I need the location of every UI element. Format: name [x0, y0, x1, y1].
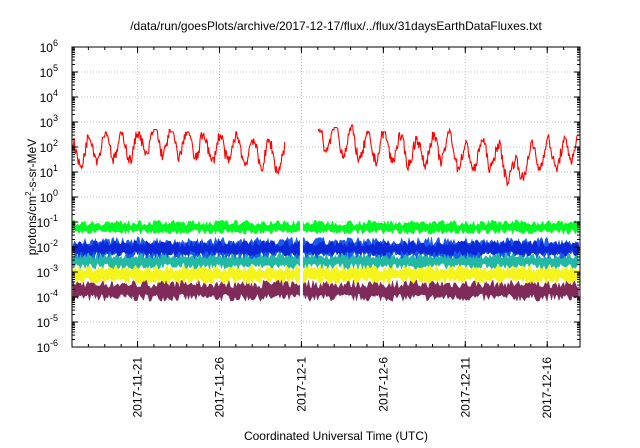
series-band-1: [72, 263, 579, 285]
grid-lines: [72, 47, 580, 347]
y-tick-exponent: 5: [53, 63, 58, 73]
series-band-4: [72, 219, 579, 236]
y-tick-exponent: 3: [53, 113, 58, 123]
series-band-0: [72, 278, 579, 303]
data-gap: [299, 219, 303, 305]
y-tick-base: 10: [37, 316, 51, 330]
x-tick-label: 2017-12-16: [540, 357, 554, 419]
y-tick-exponent: 2: [53, 138, 58, 148]
y-tick-exponent: 4: [53, 88, 58, 98]
y-tick-exponent: -3: [50, 263, 58, 273]
y-tick-base: 10: [40, 66, 54, 80]
y-tick-label: 10-6: [37, 338, 58, 355]
plot-frame: [71, 46, 581, 348]
y-tick-exponent: 0: [53, 188, 58, 198]
y-tick-base: 10: [40, 116, 54, 130]
x-tick-label: 2017-11-21: [131, 357, 145, 418]
y-axis-label-prefix: protons/cm: [25, 196, 39, 255]
y-tick-label: 102: [40, 138, 58, 155]
y-tick-label: 106: [40, 38, 58, 55]
y-tick-label: 100: [40, 188, 58, 205]
y-tick-label: 10-2: [37, 238, 58, 255]
y-tick-base: 10: [37, 241, 51, 255]
y-tick-base: 10: [37, 266, 51, 280]
data-bands: [72, 219, 579, 305]
y-tick-base: 10: [40, 166, 54, 180]
chart-title: /data/run/goesPlots/archive/2017-12-17/f…: [130, 19, 542, 33]
y-tick-exponent: -5: [50, 313, 58, 323]
y-tick-label: 103: [40, 113, 58, 130]
y-tick-exponent: 1: [53, 163, 58, 173]
y-tick-base: 10: [40, 41, 54, 55]
y-tick-base: 10: [37, 216, 51, 230]
y-tick-base: 10: [37, 291, 51, 305]
y-axis-ticks: 10-610-510-410-310-210-11001011021031041…: [37, 38, 580, 355]
y-tick-base: 10: [40, 191, 54, 205]
x-axis-ticks: 2017-11-21 2017-11-26 2017-12-1 2017-12-6 20…: [87, 47, 565, 419]
y-tick-base: 10: [40, 141, 54, 155]
y-tick-exponent: -4: [50, 288, 58, 298]
y-tick-label: 105: [40, 63, 58, 80]
y-tick-exponent: -1: [50, 213, 58, 223]
x-tick-label: 2017-12-6: [376, 357, 390, 412]
y-tick-label: 10-5: [37, 313, 58, 330]
y-tick-label: 101: [40, 163, 58, 180]
y-tick-exponent: -2: [50, 238, 58, 248]
x-axis-label: Coordinated Universal Time (UTC): [244, 429, 428, 443]
y-tick-exponent: -6: [50, 338, 58, 348]
x-tick-label: 2017-11-26: [212, 357, 226, 418]
y-tick-base: 10: [37, 341, 51, 355]
y-tick-label: 104: [40, 88, 58, 105]
y-tick-exponent: 6: [53, 38, 58, 48]
y-axis-label-suffix: -s-sr-MeV: [25, 139, 39, 192]
y-axis-label: protons/cm2-s-sr-MeV: [24, 139, 39, 255]
series-line-6: [71, 124, 580, 186]
y-tick-label: 10-3: [37, 263, 58, 280]
x-tick-label: 2017-12-11: [458, 357, 472, 418]
series-band-2: [72, 251, 579, 270]
x-tick-label: 2017-12-1: [294, 357, 308, 412]
y-tick-label: 10-4: [37, 288, 58, 305]
y-axis-label-superscript: 2: [24, 191, 33, 196]
y-tick-label: 10-1: [37, 213, 58, 230]
data-lines: [71, 124, 580, 186]
y-tick-base: 10: [40, 91, 54, 105]
